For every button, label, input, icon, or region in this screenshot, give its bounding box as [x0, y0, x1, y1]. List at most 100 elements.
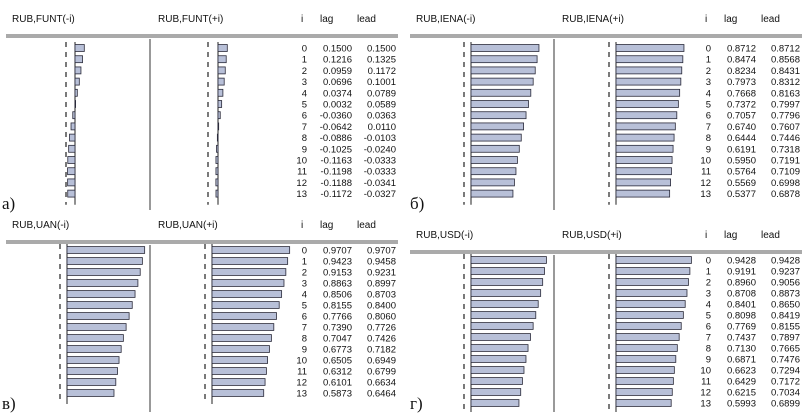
bar-lag: [66, 345, 122, 353]
lag-value: 0.8401: [727, 300, 756, 311]
correlogram-panel-uan: RUB,UAN(-i) RUB,UAN(+i) i lag lead 0 0.9707 0.9…: [0, 212, 404, 412]
correlogram-panel-usd: RUB,USD(-i) RUB,USD(+i) i lag lead 0 0.9428 0.9…: [404, 212, 809, 412]
row-index: 12: [296, 378, 307, 389]
row-index: 13: [700, 399, 711, 410]
lead-value: 0.6799: [367, 367, 396, 378]
lag-value: 0.9707: [323, 246, 352, 257]
bar-lead: [615, 189, 671, 198]
bar-lead: [615, 178, 671, 187]
bar-lag: [470, 144, 520, 153]
lead-value: 0.0789: [367, 88, 396, 99]
row-index: 13: [296, 389, 307, 400]
bar-lead: [615, 77, 682, 86]
bar-lag: [66, 334, 124, 342]
lag-value: 0.5993: [727, 399, 756, 410]
header-right: RUB,UAN(+i): [158, 220, 218, 231]
row-index: 6: [302, 312, 307, 323]
lead-value: 0.8997: [367, 279, 396, 290]
bar-lead: [211, 378, 266, 386]
lag-value: 0.6773: [323, 345, 352, 356]
bar-lead: [211, 301, 280, 309]
lead-value: 0.9231: [367, 268, 396, 279]
lead-value: 0.7034: [771, 388, 800, 399]
lag-value: 0.9191: [727, 267, 756, 278]
bar-lag: [74, 77, 80, 86]
lead-value: 0.1500: [367, 44, 396, 55]
lag-value: 0.1216: [323, 55, 352, 66]
bar-lag: [66, 378, 117, 386]
lag-value: -0.1198: [320, 167, 352, 178]
bar-lag: [470, 133, 522, 142]
lead-value: 0.8650: [771, 300, 800, 311]
bar-lead: [615, 156, 673, 164]
row-index: 6: [302, 111, 307, 122]
bar-lead: [615, 144, 674, 153]
lead-value: 0.6878: [771, 189, 800, 200]
bar-lead: [615, 344, 678, 352]
bar-lag: [66, 389, 115, 397]
bar-lag: [74, 55, 83, 64]
lead-value: 0.8431: [771, 66, 800, 77]
header-i: i: [705, 14, 707, 25]
lead-value: 0.7172: [771, 377, 800, 388]
lag-value: 0.5873: [323, 389, 352, 400]
lag-value: 0.6871: [727, 355, 756, 366]
bar-lead: [217, 44, 228, 52]
lag-value: -0.1188: [320, 178, 352, 189]
header-right: RUB,IENA(+i): [562, 14, 624, 25]
bar-lead: [217, 55, 227, 64]
lag-value: 0.6505: [323, 356, 352, 367]
row-index: 10: [296, 356, 307, 367]
lag-value: 0.5377: [727, 189, 756, 200]
lag-value: 0.9423: [323, 257, 352, 268]
bar-lag: [70, 122, 76, 131]
bar-lag: [470, 55, 538, 64]
row-index: 12: [700, 178, 711, 189]
lag-value: 0.5569: [727, 178, 756, 189]
lead-value: 0.8873: [771, 289, 800, 300]
row-index: 4: [706, 300, 711, 311]
row-index: 1: [706, 267, 711, 278]
row-index: 4: [302, 88, 307, 99]
bar-lag: [470, 300, 539, 308]
row-index: 2: [302, 66, 307, 77]
row-index: 7: [706, 333, 711, 344]
lag-value: 0.6101: [323, 378, 352, 389]
bar-lag: [68, 144, 76, 153]
bar-lag: [470, 156, 518, 164]
bar-lag: [470, 178, 515, 187]
row-index: 8: [302, 133, 307, 144]
bar-lag: [66, 312, 130, 320]
bar-lag: [470, 111, 527, 120]
header-lead: lead: [761, 230, 780, 241]
row-index: 2: [302, 268, 307, 279]
bar-lag: [470, 88, 532, 97]
row-index: 0: [706, 44, 711, 55]
lag-value: 0.9153: [323, 268, 352, 279]
lead-value: -0.0327: [364, 189, 396, 200]
bar-lag: [470, 122, 524, 131]
bar-lag: [470, 333, 531, 341]
bar-lead: [615, 300, 686, 308]
lead-value: -0.0341: [364, 178, 396, 189]
row-index: 3: [302, 279, 307, 290]
bar-lead: [215, 167, 219, 176]
lag-value: 0.8474: [727, 55, 756, 66]
correlogram-panel-iena: RUB,IENA(-i) RUB,IENA(+i) i lag lead 0 0.8712 0…: [404, 0, 809, 210]
lead-value: 0.7294: [771, 366, 800, 377]
bar-lead: [211, 334, 272, 342]
header-i: i: [301, 14, 303, 25]
row-index: 11: [701, 377, 711, 388]
row-index: 4: [706, 88, 711, 99]
bar-lead: [211, 246, 291, 254]
lead-value: 0.7665: [771, 344, 800, 355]
lag-value: 0.8098: [727, 311, 756, 322]
header-lead: lead: [357, 14, 376, 25]
row-index: 5: [706, 311, 711, 322]
lag-value: 0.6215: [727, 388, 756, 399]
lag-value: 0.7668: [727, 88, 756, 99]
row-index: 7: [706, 122, 711, 133]
lag-value: -0.0360: [320, 111, 352, 122]
bar-lead: [615, 311, 684, 319]
lead-value: 0.7476: [771, 355, 800, 366]
